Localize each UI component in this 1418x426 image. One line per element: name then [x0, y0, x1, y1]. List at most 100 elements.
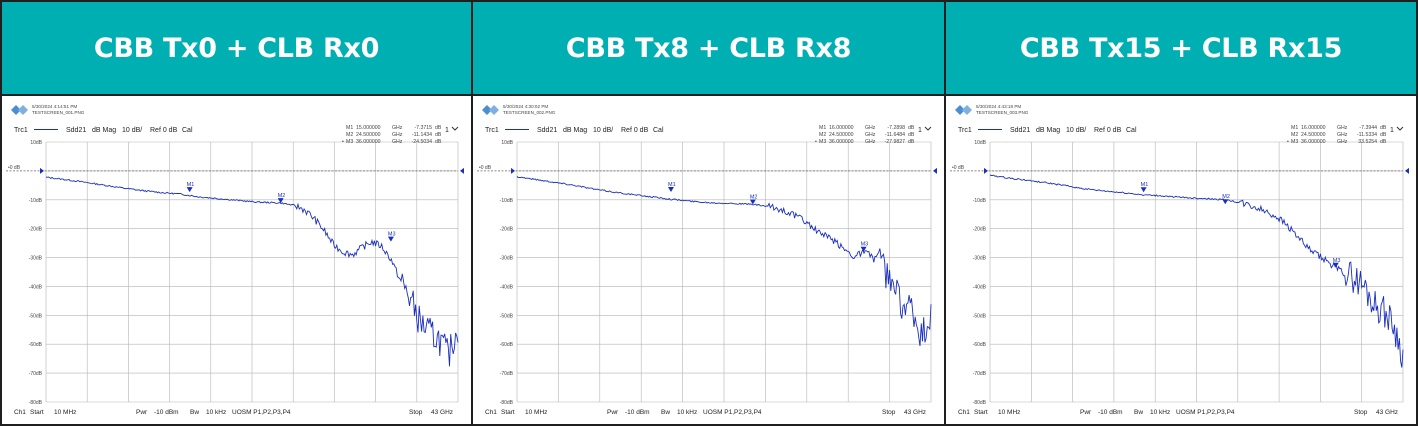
trace-format: dB Mag	[563, 127, 587, 134]
instrument-file: TESTSCREEN_002.PNG	[503, 110, 556, 115]
status-start-value: 10 MHz	[998, 409, 1020, 416]
y-tick-label: 10dB	[30, 140, 42, 146]
analyzer-screenshot: 5/30/2024 4:43:18 PM TESTSCREEN_003.PNG Tr…	[946, 98, 1416, 424]
y-tick-label: -60dB	[973, 342, 987, 348]
marker-readout-value: 33.5254	[1358, 139, 1377, 145]
marker-readout-value: -7.2898	[887, 125, 905, 131]
y-tick-label: 10dB	[974, 140, 986, 146]
instrument-file: TESTSCREEN_001.PNG	[32, 110, 85, 115]
trace-cal: Cal	[1126, 127, 1137, 134]
marker-label: M3	[861, 242, 869, 248]
status-uosm: UOSM P1,P2,P3,P4	[232, 409, 291, 416]
trace-number: 1	[918, 127, 922, 134]
marker-readout-unit: dB	[908, 139, 915, 145]
marker-readout-unit: dB	[435, 139, 442, 145]
chart-panel-3: CBB Tx15 + CLB Rx15 5/30/2024 4:43:18 PM…	[944, 0, 1418, 426]
marker-readout-unit: dB	[1380, 125, 1387, 131]
trace-measurement: Sdd21	[1010, 127, 1030, 134]
instrument-datetime: 5/30/2024 4:30:02 PM	[503, 104, 548, 109]
status-pwr-label: Pwr	[136, 409, 148, 416]
instrument-file: TESTSCREEN_003.PNG	[976, 110, 1029, 115]
status-stop-value: 43 GHz	[904, 409, 926, 416]
y-tick-label: -30dB	[500, 256, 514, 262]
y-tick-label: 10dB	[501, 140, 513, 146]
status-stop-label: Stop	[1354, 409, 1368, 416]
trace-scale: 10 dB/	[122, 127, 142, 134]
marker-triangle-icon	[1222, 199, 1229, 205]
trace-ref: Ref 0 dB	[1094, 127, 1122, 134]
marker-readout-unit: dB	[435, 125, 442, 131]
marker-readout-value: -11.5334	[1357, 132, 1377, 138]
trace-number: 1	[1390, 127, 1394, 134]
marker-readout-value: -7.3944	[1359, 125, 1377, 131]
y-tick-label: -20dB	[500, 227, 514, 233]
trace-label: Trc1	[958, 127, 972, 134]
trace-format: dB Mag	[1036, 127, 1060, 134]
marker-readout-freq: 16.000000	[1301, 125, 1326, 131]
ref-arrow-right-icon	[460, 167, 464, 174]
marker-label: M2	[278, 193, 286, 199]
active-marker-bullet: •	[1287, 139, 1289, 145]
y-tick-label: -20dB	[29, 227, 43, 233]
marker-triangle-icon	[860, 246, 867, 252]
y-tick-label: -70dB	[29, 371, 43, 377]
y-tick-label: -80dB	[29, 400, 43, 406]
marker-triangle-icon	[1332, 262, 1339, 268]
status-bw-value: 10 kHz	[1150, 409, 1170, 416]
y-tick-label: -60dB	[29, 342, 43, 348]
marker-readout-unit: dB	[435, 132, 442, 138]
trace-measurement: Sdd21	[537, 127, 557, 134]
trace-measurement: Sdd21	[66, 127, 86, 134]
instrument-logo-icon	[482, 105, 492, 115]
y-tick-label: -30dB	[29, 256, 43, 262]
marker-readout-freq-unit: GHz	[865, 139, 876, 145]
marker-label: M2	[1222, 194, 1230, 200]
y-tick-label: -70dB	[500, 371, 514, 377]
marker-readout-freq-unit: GHz	[865, 125, 876, 131]
marker-label: M1	[668, 182, 676, 188]
y-tick-label: -40dB	[500, 284, 514, 290]
panel-title: CBB Tx15 + CLB Rx15	[1019, 32, 1343, 64]
marker-readout-name: M2	[819, 132, 826, 138]
marker-readout-freq-unit: GHz	[1337, 125, 1348, 131]
y-tick-label: -50dB	[973, 313, 987, 319]
marker-readout-value: -11.6484	[885, 132, 905, 138]
marker-triangle-icon	[667, 186, 674, 192]
marker-readout-name: M3	[346, 139, 353, 145]
ref-arrow-right-icon	[1405, 167, 1409, 174]
marker-label: M3	[388, 232, 396, 238]
status-bw-label: Bw	[1134, 409, 1143, 416]
chevron-down-icon	[924, 126, 932, 131]
y-tick-label: -10dB	[29, 198, 43, 204]
y-tick-label: •0 dB	[479, 165, 492, 171]
marker-readout-freq: 36.000000	[829, 139, 854, 145]
marker-readout-name: M3	[819, 139, 826, 145]
status-stop-value: 43 GHz	[1376, 409, 1398, 416]
marker-readout-name: M1	[1291, 125, 1298, 131]
analyzer-screenshot: 5/30/2024 4:30:02 PM TESTSCREEN_002.PNG Tr…	[473, 98, 944, 424]
chevron-down-icon	[451, 126, 459, 131]
y-tick-label: -50dB	[500, 313, 514, 319]
status-bw-value: 10 kHz	[206, 409, 226, 416]
trace-ref: Ref 0 dB	[150, 127, 178, 134]
status-stop-value: 43 GHz	[431, 409, 453, 416]
ref-arrow-right-icon	[933, 167, 937, 174]
panel-title: CBB Tx8 + CLB Rx8	[565, 32, 852, 64]
y-tick-label: -10dB	[973, 198, 987, 204]
status-pwr-label: Pwr	[1080, 409, 1092, 416]
status-start-value: 10 MHz	[525, 409, 547, 416]
y-tick-label: -50dB	[29, 313, 43, 319]
status-channel: Ch1	[958, 409, 970, 416]
status-pwr-label: Pwr	[607, 409, 619, 416]
marker-readout-freq-unit: GHz	[392, 139, 403, 145]
status-pwr-value: -10 dBm	[625, 409, 650, 416]
status-pwr-value: -10 dBm	[1098, 409, 1123, 416]
instrument-logo-icon	[11, 105, 21, 115]
marker-readout-freq: 24.500000	[829, 132, 854, 138]
status-channel: Ch1	[485, 409, 497, 416]
marker-readout-name: M1	[346, 125, 353, 131]
marker-readout-freq-unit: GHz	[865, 132, 876, 138]
trace-ref: Ref 0 dB	[621, 127, 649, 134]
